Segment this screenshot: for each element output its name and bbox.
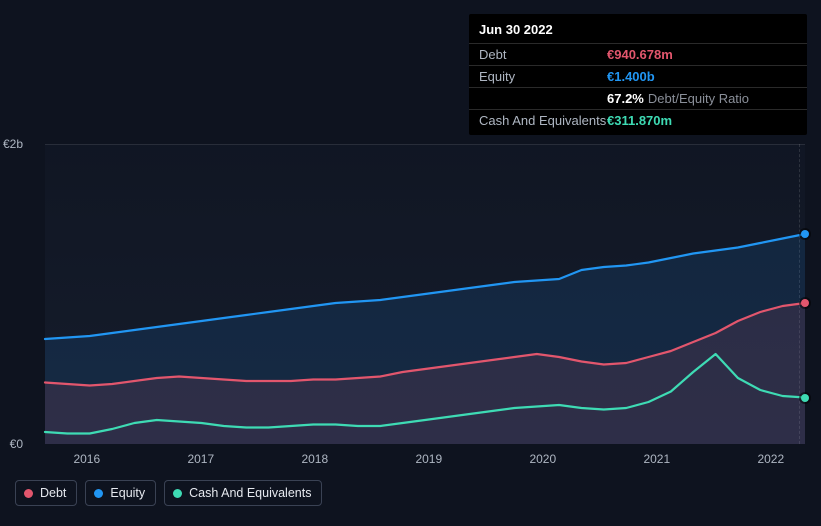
tooltip-row-extra: Debt/Equity Ratio xyxy=(648,91,749,106)
x-tick: 2021 xyxy=(643,452,670,466)
legend-item-cash-and-equivalents[interactable]: Cash And Equivalents xyxy=(164,480,322,506)
tooltip-row-label: Debt xyxy=(479,47,607,62)
legend-label: Cash And Equivalents xyxy=(189,486,311,500)
chart-svg xyxy=(45,144,805,444)
tooltip-row-value: €1.400b xyxy=(607,69,655,84)
tooltip-row-label: Equity xyxy=(479,69,607,84)
x-tick: 2018 xyxy=(301,452,328,466)
x-axis: 2016 2017 2018 2019 2020 2021 2022 xyxy=(45,452,805,472)
tooltip-row-label xyxy=(479,91,607,106)
series-end-dot-equity xyxy=(801,230,809,238)
tooltip-row: Equity€1.400b xyxy=(469,65,807,87)
y-tick-top: €2b xyxy=(3,137,23,151)
tooltip-row-value: €940.678m xyxy=(607,47,673,62)
debt-equity-chart: €2b €0 2016201720182019202020212022 Debt… xyxy=(15,122,806,512)
tooltip-row-value: 67.2%Debt/Equity Ratio xyxy=(607,91,749,106)
legend-dot xyxy=(173,489,182,498)
tooltip-row: Debt€940.678m xyxy=(469,43,807,65)
chart-tooltip: Jun 30 2022 Debt€940.678mEquity€1.400b67… xyxy=(469,14,807,135)
x-tick: 2019 xyxy=(415,452,442,466)
tooltip-row: 67.2%Debt/Equity Ratio xyxy=(469,87,807,109)
x-tick: 2020 xyxy=(529,452,556,466)
x-tick: 2016 xyxy=(73,452,100,466)
y-tick-bottom: €0 xyxy=(10,437,23,451)
legend-label: Equity xyxy=(110,486,145,500)
series-end-dot-cash xyxy=(801,394,809,402)
tooltip-date: Jun 30 2022 xyxy=(469,18,807,43)
legend-item-equity[interactable]: Equity xyxy=(85,480,156,506)
x-tick: 2022 xyxy=(757,452,784,466)
legend-dot xyxy=(94,489,103,498)
x-tick: 2017 xyxy=(187,452,214,466)
plot-area[interactable] xyxy=(45,144,805,444)
chart-legend: Debt Equity Cash And Equivalents xyxy=(15,480,322,506)
series-end-dot-debt xyxy=(801,299,809,307)
legend-dot xyxy=(24,489,33,498)
legend-item-debt[interactable]: Debt xyxy=(15,480,77,506)
legend-label: Debt xyxy=(40,486,66,500)
